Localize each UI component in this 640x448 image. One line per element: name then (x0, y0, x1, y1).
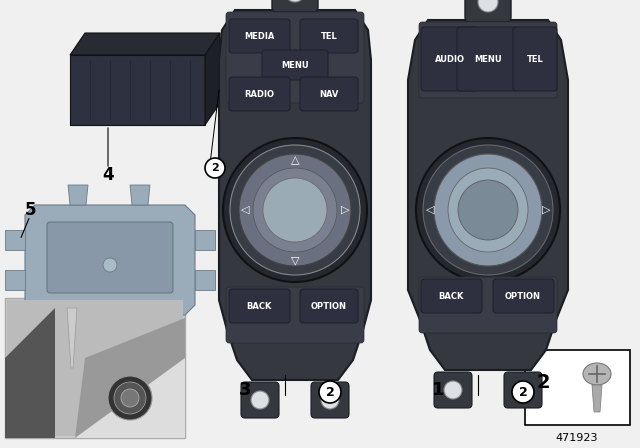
Polygon shape (5, 230, 25, 250)
Circle shape (458, 180, 518, 240)
Text: 2: 2 (536, 372, 550, 392)
FancyBboxPatch shape (421, 279, 482, 313)
FancyBboxPatch shape (300, 19, 358, 53)
Text: ◁: ◁ (426, 205, 435, 215)
Text: ▽: ▽ (291, 255, 300, 265)
Polygon shape (75, 358, 185, 438)
Circle shape (251, 391, 269, 409)
Bar (525, 350, 630, 425)
Text: 1: 1 (432, 381, 444, 399)
Bar (7, 300, 183, 436)
Text: 3: 3 (239, 381, 252, 399)
Text: BACK: BACK (438, 292, 464, 301)
FancyBboxPatch shape (504, 372, 542, 408)
Circle shape (478, 0, 498, 12)
FancyBboxPatch shape (513, 27, 557, 91)
Polygon shape (115, 315, 133, 347)
Circle shape (205, 158, 225, 178)
FancyBboxPatch shape (226, 287, 364, 343)
Circle shape (263, 178, 327, 242)
Text: △: △ (291, 155, 300, 165)
Polygon shape (25, 205, 195, 315)
Text: ▷: ▷ (340, 205, 349, 215)
Circle shape (514, 381, 532, 399)
Text: 4: 4 (102, 166, 114, 184)
Text: MEDIA: MEDIA (244, 31, 274, 40)
Text: TEL: TEL (527, 55, 543, 64)
Ellipse shape (434, 154, 542, 266)
FancyBboxPatch shape (272, 0, 318, 12)
FancyBboxPatch shape (465, 0, 511, 22)
Circle shape (423, 145, 553, 275)
Polygon shape (68, 185, 88, 205)
Polygon shape (5, 308, 55, 438)
Polygon shape (195, 270, 215, 290)
Polygon shape (70, 33, 220, 55)
Polygon shape (195, 230, 215, 250)
Text: ◁: ◁ (241, 205, 249, 215)
Ellipse shape (448, 168, 528, 252)
Text: RADIO: RADIO (244, 90, 274, 99)
Text: 2: 2 (518, 385, 527, 399)
Circle shape (285, 0, 305, 2)
Text: OPTION: OPTION (311, 302, 347, 310)
Polygon shape (85, 315, 103, 347)
Circle shape (223, 138, 367, 282)
Text: 2: 2 (211, 163, 219, 173)
FancyBboxPatch shape (229, 77, 290, 111)
Text: TEL: TEL (321, 31, 337, 40)
FancyBboxPatch shape (241, 382, 279, 418)
FancyBboxPatch shape (419, 277, 557, 333)
FancyBboxPatch shape (457, 27, 519, 91)
Text: 5: 5 (24, 201, 36, 219)
FancyBboxPatch shape (311, 382, 349, 418)
Circle shape (253, 168, 337, 252)
Circle shape (512, 381, 534, 403)
Circle shape (416, 138, 560, 282)
FancyBboxPatch shape (300, 289, 358, 323)
Polygon shape (75, 318, 185, 438)
FancyBboxPatch shape (47, 222, 173, 293)
FancyBboxPatch shape (493, 279, 554, 313)
Text: BACK: BACK (246, 302, 272, 310)
FancyBboxPatch shape (262, 50, 328, 80)
Text: AUDIO: AUDIO (435, 55, 465, 64)
Text: 471923: 471923 (556, 433, 598, 443)
Polygon shape (130, 185, 150, 205)
Polygon shape (205, 33, 220, 125)
Ellipse shape (583, 363, 611, 385)
Text: OPTION: OPTION (505, 292, 541, 301)
Polygon shape (408, 20, 568, 370)
Circle shape (319, 381, 341, 403)
Text: MENU: MENU (281, 60, 309, 69)
Circle shape (103, 258, 117, 272)
Polygon shape (55, 315, 73, 347)
Bar (5, 298, 185, 438)
Text: MENU: MENU (474, 55, 502, 64)
Circle shape (108, 376, 152, 420)
FancyBboxPatch shape (229, 289, 290, 323)
FancyBboxPatch shape (434, 372, 472, 408)
Bar (219, 80, 227, 100)
Polygon shape (219, 10, 371, 380)
Circle shape (321, 391, 339, 409)
Polygon shape (145, 315, 163, 347)
Circle shape (230, 145, 360, 275)
FancyBboxPatch shape (226, 12, 364, 103)
Circle shape (114, 382, 146, 414)
FancyBboxPatch shape (419, 22, 557, 98)
FancyBboxPatch shape (421, 27, 479, 91)
Polygon shape (67, 308, 77, 368)
Polygon shape (70, 55, 205, 125)
FancyBboxPatch shape (229, 19, 290, 53)
Text: ▷: ▷ (541, 205, 550, 215)
Polygon shape (5, 270, 25, 290)
Text: NAV: NAV (319, 90, 339, 99)
Circle shape (121, 389, 139, 407)
FancyBboxPatch shape (300, 77, 358, 111)
Circle shape (239, 154, 351, 266)
Text: 2: 2 (326, 385, 334, 399)
Polygon shape (592, 385, 602, 412)
Circle shape (444, 381, 462, 399)
